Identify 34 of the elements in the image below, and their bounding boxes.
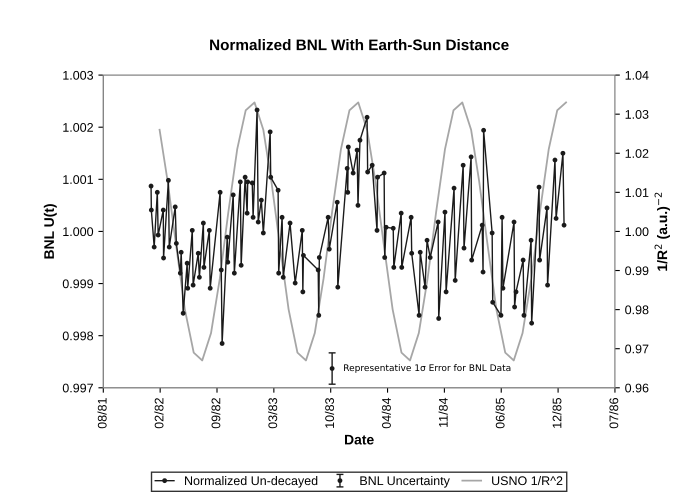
x-tick-label: 10/83 (324, 398, 334, 428)
y2-tick-label: 0.96 (625, 384, 648, 392)
y2-axis-title: 1/R$^{2}$ (a.u.)$^{−2}$ (654, 192, 670, 271)
x-tick-label: 07/86 (609, 398, 618, 428)
y-axis-title: BNL U(t) (44, 204, 57, 259)
legend-label: Normalized Un-decayed (185, 476, 318, 488)
y2-tick-label: 1.02 (626, 149, 648, 158)
x-tick-label: 04/84 (382, 398, 391, 428)
chart-title: Normalized BNL With Earth-Sun Distance (210, 39, 509, 50)
y2-tick-label: 1.04 (626, 70, 649, 80)
y2-tick-label: 1.03 (626, 110, 648, 119)
y2-tick-label: 1.01 (626, 188, 648, 198)
x-tick-label: 06/85 (495, 398, 505, 428)
x-tick-label: 11/84 (438, 398, 448, 427)
annotation: Representative 1σ Error for BNL Data (344, 364, 510, 373)
y2-tick-label: 1.00 (626, 227, 648, 236)
x-tick-label: 12/85 (552, 398, 562, 428)
x-tick-label: 09/82 (211, 398, 220, 428)
y-tick-label: 0.999 (62, 279, 93, 288)
y2-tick-label: 0.99 (625, 266, 648, 276)
x-tick-label: 08/81 (97, 398, 107, 428)
legend-label: USNO 1/R^2 (492, 476, 562, 486)
x-tick-label: 03/83 (268, 398, 278, 428)
y-tick-label: 0.998 (62, 331, 94, 340)
y-tick-label: 1.001 (63, 175, 93, 184)
y2-tick-label: 0.97 (625, 344, 648, 354)
y2-tick-label: 0.98 (625, 305, 648, 314)
x-axis-title: Date (345, 434, 374, 445)
y-tick-label: 1.003 (63, 70, 94, 80)
y-tick-label: 1.002 (63, 123, 93, 132)
x-tick-label: 02/82 (154, 398, 164, 428)
y-tick-label: 1.000 (63, 227, 94, 236)
y-tick-label: 0.997 (62, 384, 93, 392)
legend-label: BNL Uncertainty (360, 476, 450, 488)
